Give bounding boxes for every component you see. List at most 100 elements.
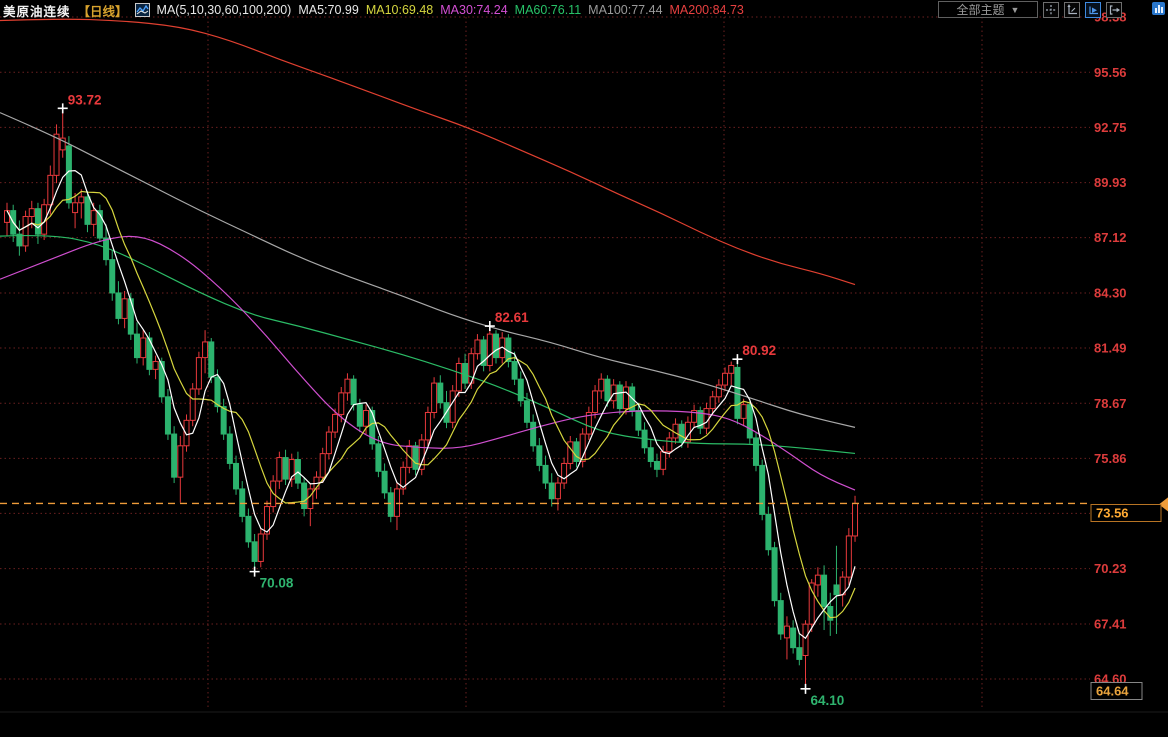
auto-scroll-button[interactable] <box>1085 1 1101 18</box>
candle[interactable] <box>480 336 487 372</box>
candle[interactable] <box>418 434 425 476</box>
kline-panel-icon[interactable] <box>1152 2 1165 15</box>
candle[interactable] <box>282 449 289 486</box>
candle[interactable] <box>72 192 79 229</box>
candle[interactable] <box>239 481 246 523</box>
candle[interactable] <box>294 451 301 489</box>
candle[interactable] <box>530 414 537 452</box>
candle[interactable] <box>474 334 481 360</box>
candle[interactable] <box>585 406 592 440</box>
candle[interactable] <box>678 420 685 448</box>
candle[interactable] <box>319 447 326 484</box>
candle[interactable] <box>189 383 196 427</box>
candle[interactable] <box>561 457 568 489</box>
candle[interactable] <box>325 426 332 460</box>
candle[interactable] <box>542 455 549 489</box>
candle[interactable] <box>697 406 704 435</box>
candle[interactable] <box>722 367 729 391</box>
candle[interactable] <box>548 473 555 507</box>
candle[interactable] <box>486 326 493 372</box>
candle[interactable] <box>171 426 178 484</box>
candle[interactable] <box>140 330 147 366</box>
candle[interactable] <box>493 330 500 364</box>
candle[interactable] <box>245 508 252 548</box>
candle[interactable] <box>852 495 859 542</box>
candle[interactable] <box>623 381 629 415</box>
candle[interactable] <box>301 477 308 517</box>
candle[interactable] <box>375 436 382 478</box>
candle[interactable] <box>34 202 41 244</box>
candle[interactable] <box>431 377 438 419</box>
candle[interactable] <box>381 463 388 499</box>
candle[interactable] <box>728 361 735 386</box>
candle[interactable] <box>808 579 815 632</box>
candle[interactable] <box>338 387 345 423</box>
candle[interactable] <box>598 373 605 399</box>
candle[interactable] <box>771 541 778 607</box>
candle[interactable] <box>517 371 524 407</box>
candle[interactable] <box>393 483 400 531</box>
candle[interactable] <box>400 461 407 495</box>
candle[interactable] <box>746 400 753 444</box>
candle[interactable] <box>177 436 184 503</box>
candle[interactable] <box>573 437 580 468</box>
candle[interactable] <box>164 388 171 440</box>
candle[interactable] <box>740 398 747 427</box>
candle[interactable] <box>16 220 23 256</box>
candle[interactable] <box>752 432 759 472</box>
candle[interactable] <box>183 414 190 452</box>
candle[interactable] <box>715 379 722 403</box>
candle[interactable] <box>424 406 431 446</box>
candle[interactable] <box>78 189 85 219</box>
candle[interactable] <box>802 620 809 689</box>
candle[interactable] <box>790 620 797 654</box>
candle[interactable] <box>257 528 264 568</box>
candle[interactable] <box>59 108 66 158</box>
detach-panel-button[interactable] <box>1106 1 1122 18</box>
candle[interactable] <box>387 486 394 523</box>
theme-dropdown[interactable]: 全部主题 ▼ <box>938 1 1038 18</box>
candle[interactable] <box>288 453 295 487</box>
candle[interactable] <box>356 398 363 433</box>
candle[interactable] <box>759 459 766 521</box>
candle[interactable] <box>363 404 370 435</box>
candle[interactable] <box>22 210 29 252</box>
candle[interactable] <box>691 404 698 429</box>
candle[interactable] <box>734 359 741 425</box>
candle[interactable] <box>226 426 233 470</box>
candle[interactable] <box>765 506 772 556</box>
candle[interactable] <box>777 592 784 640</box>
candle[interactable] <box>845 528 852 585</box>
candle[interactable] <box>220 398 227 440</box>
candle[interactable] <box>96 204 103 242</box>
candle[interactable] <box>251 533 258 572</box>
candle[interactable] <box>703 402 710 435</box>
candle[interactable] <box>833 545 840 634</box>
candle[interactable] <box>84 191 91 233</box>
candle[interactable] <box>536 437 543 472</box>
candle[interactable] <box>783 616 790 660</box>
candle[interactable] <box>616 381 623 415</box>
candle[interactable] <box>233 455 240 495</box>
candle[interactable] <box>195 351 202 395</box>
candle[interactable] <box>332 408 339 438</box>
candles-layer[interactable] <box>4 108 859 689</box>
candle[interactable] <box>109 249 116 301</box>
candle[interactable] <box>4 202 10 237</box>
candle[interactable] <box>796 633 803 666</box>
crosshair-tool-button[interactable] <box>1043 1 1059 18</box>
candle[interactable] <box>839 571 846 607</box>
candle[interactable] <box>647 439 654 468</box>
candle[interactable] <box>709 390 716 415</box>
candle[interactable] <box>449 385 456 429</box>
candle[interactable] <box>579 428 586 468</box>
candle[interactable] <box>554 477 561 511</box>
candle[interactable] <box>53 124 60 184</box>
candle[interactable] <box>814 567 821 597</box>
candle[interactable] <box>455 357 462 397</box>
candle[interactable] <box>604 375 611 407</box>
candle[interactable] <box>344 373 351 401</box>
candle[interactable] <box>133 322 140 364</box>
candle[interactable] <box>202 330 209 374</box>
